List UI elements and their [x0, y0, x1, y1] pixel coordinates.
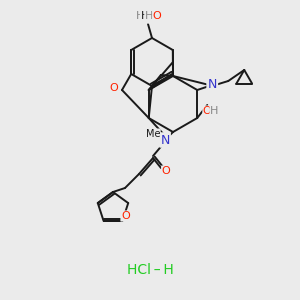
- Text: HO: HO: [140, 11, 158, 21]
- Text: Me: Me: [146, 129, 160, 139]
- Text: O: O: [121, 211, 130, 221]
- Text: O: O: [162, 166, 170, 176]
- Text: HO: HO: [137, 13, 154, 23]
- Text: H: H: [210, 106, 218, 116]
- Text: O: O: [153, 11, 161, 21]
- Text: N: N: [208, 79, 217, 92]
- Text: HCl – H: HCl – H: [127, 263, 173, 277]
- Text: O: O: [203, 106, 212, 116]
- Text: N: N: [160, 134, 170, 146]
- Text: H: H: [145, 11, 153, 21]
- Text: O: O: [110, 83, 118, 93]
- Text: H: H: [136, 11, 144, 21]
